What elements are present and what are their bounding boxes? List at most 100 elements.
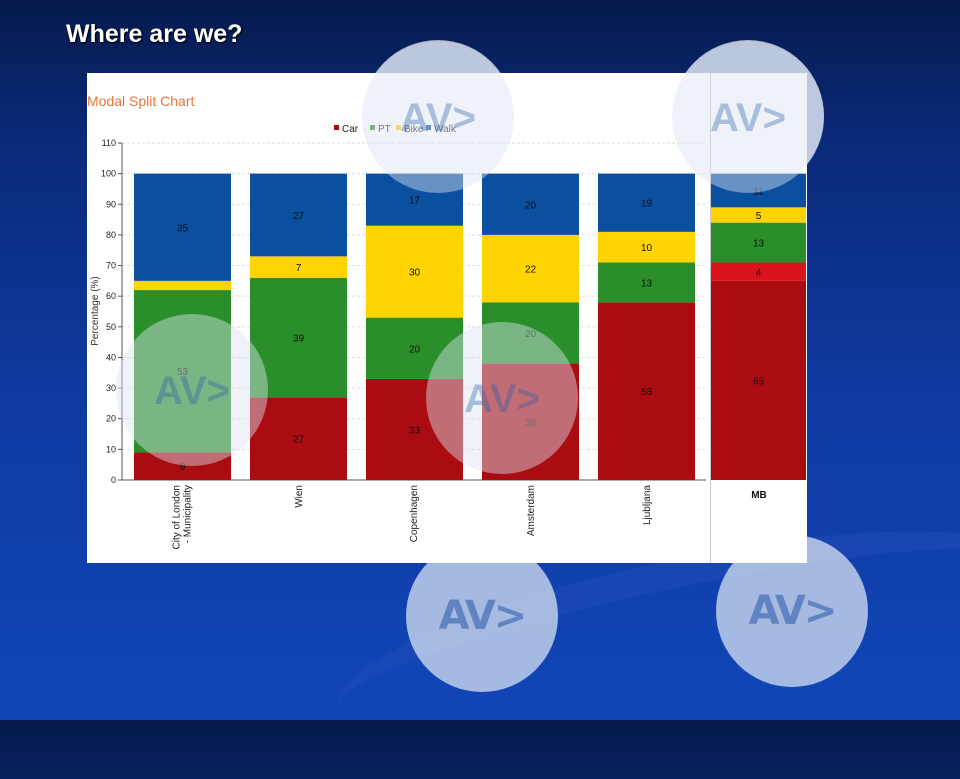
data-label: 13 [753, 239, 765, 250]
category-label: Amsterdam [526, 485, 537, 536]
bar-segment [250, 277, 347, 398]
bar-segment [482, 173, 579, 235]
data-label: 27 [293, 211, 305, 222]
category-label-group: Wien [294, 485, 305, 508]
data-label: 20 [409, 344, 421, 355]
data-label: 35 [177, 223, 189, 234]
data-label: 33 [409, 425, 421, 436]
bar-segment [598, 262, 695, 303]
bar-segment [134, 280, 231, 291]
category-label-group: Amsterdam [526, 485, 537, 536]
watermark-circle [116, 314, 268, 466]
data-label: 11 [753, 186, 764, 197]
legend-label: Walk [434, 124, 457, 135]
watermark-overlay: AV> AV> AV> AV> [116, 41, 824, 474]
category-label: Copenhagen [409, 485, 420, 542]
data-label: 39 [293, 334, 305, 345]
bar-segment [711, 280, 806, 480]
data-label: 19 [641, 199, 653, 210]
watermark-logo-icon: AV> [464, 377, 540, 421]
y-tick-label: 100 [101, 169, 116, 179]
legend-label: Car [342, 124, 359, 135]
y-tick-label: 80 [106, 230, 116, 240]
bar-segment [366, 317, 463, 379]
bar-stack-group [134, 173, 806, 480]
legend-swatch [426, 125, 431, 130]
data-label: 20 [525, 200, 537, 211]
category-label: - Municipality [183, 485, 194, 543]
bar-segment [250, 173, 347, 257]
modal-split-chart: Modal Split Chart Car PT Bike Walk 0 10 20 30 4… [87, 41, 824, 550]
bar-segment [482, 363, 579, 480]
category-label-group: City of London - Municipality [172, 485, 194, 550]
chart-legend: Car PT Bike Walk [334, 124, 457, 135]
bar-segment [711, 173, 806, 208]
y-tick-label: 70 [106, 261, 116, 271]
watermark-logo-icon: AV> [438, 593, 528, 639]
category-label: MB [751, 490, 767, 501]
bar-segment [482, 234, 579, 303]
watermark-logo-icon: AV> [400, 96, 476, 140]
data-label: 38 [525, 418, 537, 429]
bar-segment [366, 225, 463, 318]
data-label: 30 [409, 268, 421, 279]
bar-segment [250, 256, 347, 278]
bar-segment [598, 231, 695, 263]
y-tick-label: 50 [106, 322, 116, 332]
bar-segment [711, 262, 806, 281]
y-tick-label: 10 [106, 444, 116, 454]
bar-segment [366, 378, 463, 480]
watermark-circle [672, 41, 824, 193]
bar-segment [711, 207, 806, 223]
legend-label: Bike [404, 124, 424, 135]
bar-segment [482, 302, 579, 364]
data-label: 10 [641, 243, 653, 254]
bar-segment [711, 222, 806, 263]
watermark-circle: AV> [406, 540, 558, 692]
y-tick-label: 0 [111, 475, 116, 485]
y-tick-label: 90 [106, 199, 116, 209]
chart-title: Modal Split Chart [87, 93, 194, 109]
y-tick-label: 40 [106, 352, 116, 362]
y-tick-label: 110 [102, 138, 116, 148]
category-label: City of London [172, 485, 183, 550]
category-label-group: Copenhagen [409, 485, 420, 542]
bar-segment [134, 290, 231, 453]
category-label: Ljubljana [642, 485, 653, 525]
y-tick-label: 20 [106, 414, 116, 424]
watermark-circle [426, 322, 578, 474]
data-label: 17 [409, 196, 421, 207]
data-label: 58 [641, 387, 653, 398]
watermark-logo-icon: AV> [710, 96, 786, 140]
category-label-group: Ljubljana [642, 485, 653, 525]
legend-swatch [396, 125, 401, 130]
watermark-logo-icon: AV> [154, 369, 230, 413]
category-label: Wien [294, 485, 305, 508]
legend-swatch [370, 125, 375, 130]
y-tick-label: 30 [106, 383, 116, 393]
legend-swatch [334, 125, 339, 130]
watermark-logo-icon: AV> [748, 588, 838, 634]
panel-divider [710, 73, 711, 563]
bar-segment [134, 173, 231, 281]
bar-segment [250, 397, 347, 480]
x-axis: City of London - Municipality Wien Copenhag… [172, 485, 767, 550]
data-label: 53 [177, 367, 189, 378]
data-label: 5 [756, 211, 762, 222]
bar-segment [134, 452, 231, 480]
data-label: 9 [180, 462, 186, 473]
data-label: 4 [756, 268, 762, 279]
y-tick-label: 60 [106, 291, 116, 301]
slide-title: Where are we? [66, 20, 243, 48]
data-label: 20 [525, 329, 537, 340]
bar-segment [598, 302, 695, 480]
data-label: 27 [293, 435, 305, 446]
y-axis: 0 10 20 30 40 50 60 70 80 90 100 110 [101, 138, 706, 485]
data-label-group: 9 53 35 27 39 7 27 33 20 30 17 38 20 22 20 58 13 10 19 65 4 1… [177, 186, 765, 473]
data-label: 13 [641, 278, 653, 289]
data-label: 7 [296, 263, 302, 274]
y-axis-label: Percentage (%) [90, 276, 101, 345]
watermark-circle [362, 41, 514, 193]
data-label: 22 [525, 265, 537, 276]
bar-segment [366, 173, 463, 226]
